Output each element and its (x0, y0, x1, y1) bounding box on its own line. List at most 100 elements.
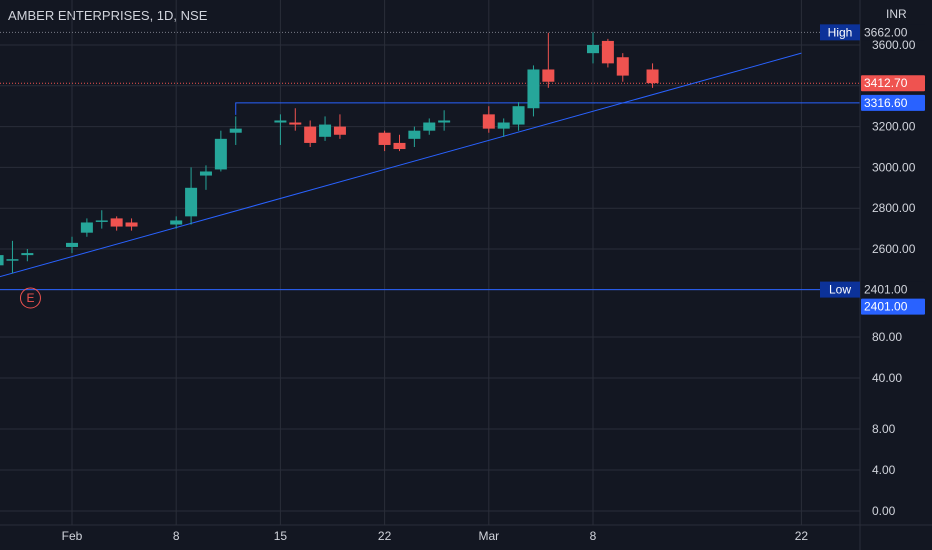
y-tick-label: 3600.00 (872, 38, 916, 52)
trendline (0, 52, 802, 278)
candle-body (319, 124, 332, 137)
candle-body (110, 218, 123, 227)
candle (170, 216, 183, 229)
candle (408, 126, 421, 147)
candle-body (333, 126, 346, 135)
high-value: 3662.00 (864, 25, 908, 39)
candle (0, 255, 4, 266)
candle (333, 114, 346, 139)
candle (95, 210, 108, 229)
candle-body (512, 106, 525, 125)
candle-body (527, 69, 540, 109)
candle (185, 167, 198, 225)
low-value-bg (861, 281, 925, 298)
candle (319, 116, 332, 141)
y-tick-label: 4.00 (872, 463, 896, 477)
candle (587, 32, 599, 64)
candle (616, 53, 629, 82)
candle (304, 120, 317, 147)
low-value: 2401.00 (864, 283, 908, 297)
candle-body (21, 253, 34, 256)
candle (80, 218, 93, 237)
y-tick-label: 0.00 (872, 504, 896, 518)
candle-body (125, 222, 138, 227)
price-tags: High 3662.00 3412.70 3316.60 Low 2401.00 2401.… (820, 24, 925, 315)
candle-body (6, 259, 19, 261)
time-axis: Feb 8 15 22 Mar 8 22 (62, 529, 809, 543)
high-label-bg (820, 24, 860, 41)
candle (214, 130, 227, 172)
candle (646, 63, 659, 88)
x-tick-label: 15 (274, 529, 288, 543)
candle-body (393, 142, 406, 150)
y-tick-label: 40.00 (872, 371, 902, 385)
candle-body (0, 255, 4, 266)
resistance-price-tag-bg (861, 94, 925, 111)
candles (0, 32, 659, 274)
candle (289, 108, 302, 131)
y-tick-label: 3000.00 (872, 160, 916, 174)
candle (393, 134, 406, 152)
y-tick-label: 80.00 (872, 330, 902, 344)
drawings (0, 31, 860, 291)
last-price-tag: 3412.70 (864, 76, 908, 90)
y-tick-label: 2800.00 (872, 201, 916, 215)
candle (512, 102, 525, 131)
candle-body (587, 45, 599, 54)
earnings-marker (19, 287, 41, 309)
x-tick-label: 22 (795, 529, 809, 543)
candle-body (80, 222, 93, 233)
grid (0, 0, 860, 525)
candle-body (214, 138, 227, 170)
candle-body (289, 122, 302, 125)
candle-body (378, 132, 391, 145)
y-tick-label: 2600.00 (872, 242, 916, 256)
candle (21, 249, 34, 262)
candle (378, 130, 391, 152)
earnings-marker-label: E (26, 291, 34, 305)
candle-body (601, 40, 614, 64)
candle-body (646, 69, 659, 84)
chart-title: AMBER ENTERPRISES, 1D, NSE (8, 8, 208, 23)
candle-body (542, 69, 555, 82)
y-tick-label: 8.00 (872, 422, 896, 436)
candle-body (170, 220, 183, 225)
candle (229, 116, 242, 145)
candle (199, 165, 212, 190)
candle-body (185, 187, 198, 217)
candle-body (95, 220, 108, 222)
candle-body (482, 114, 495, 129)
candle-body (497, 122, 510, 129)
high-label: High (828, 25, 853, 39)
low-label: Low (829, 283, 851, 297)
candle (423, 118, 436, 135)
x-tick-label: 22 (378, 529, 392, 543)
last-price-tag-bg (861, 75, 925, 92)
candle-body (66, 242, 78, 247)
candle-body (304, 126, 317, 143)
candle-body (229, 128, 242, 133)
earnings-marker-group: E (19, 287, 41, 309)
currency-label: INR (886, 7, 907, 21)
low-price-tag: 2401.00 (864, 300, 908, 314)
candle-body (616, 57, 629, 76)
candle (497, 118, 510, 137)
candle (6, 240, 19, 274)
y-tick-label: 3200.00 (872, 120, 916, 134)
candle-body (423, 122, 436, 131)
candle-body (199, 171, 212, 176)
low-label-bg (820, 281, 860, 298)
x-tick-label: 8 (590, 529, 597, 543)
candle (274, 114, 287, 145)
candle-body (438, 120, 451, 123)
candle-body (408, 130, 421, 139)
candle (527, 65, 540, 117)
candle (110, 216, 123, 231)
candle (482, 106, 495, 133)
candle (438, 110, 451, 131)
candle (601, 38, 614, 68)
resistance-price-tag: 3316.60 (864, 96, 908, 110)
x-tick-label: Mar (478, 529, 499, 543)
